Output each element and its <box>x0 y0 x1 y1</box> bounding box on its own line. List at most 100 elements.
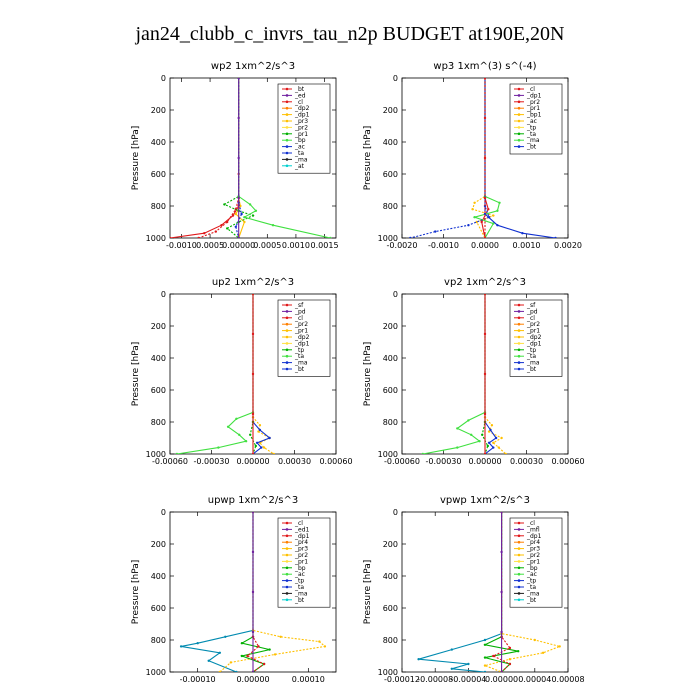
legend-marker <box>517 87 521 91</box>
legend-marker <box>517 553 521 557</box>
legend-entry: _pr1 <box>294 558 308 565</box>
legend-entry: _pr1 <box>526 558 540 565</box>
legend-entry: _cl <box>294 520 303 527</box>
data-point <box>409 236 412 238</box>
data-point <box>229 661 233 664</box>
legend-entry: _ma <box>294 156 308 163</box>
legend-entry: _bt <box>294 597 305 604</box>
y-tick-label: 1000 <box>146 668 166 677</box>
y-axis-label: Pressure [hPa] <box>131 126 141 191</box>
data-point <box>251 590 255 594</box>
data-point <box>483 332 487 336</box>
series-line <box>235 78 246 238</box>
chart-panel-3: up2 1xm^2/s^3 0 200 400 600 800 1000-0.00060 -0… <box>131 277 353 466</box>
data-point <box>494 436 498 440</box>
legend-entry: _pr3 <box>294 118 308 125</box>
legend-entry: _tp <box>294 578 304 585</box>
legend-entry: _pr2 <box>294 552 308 559</box>
legend-entry: _bp1 <box>526 112 542 119</box>
data-point <box>196 642 199 645</box>
legend-entry: _dp1 <box>294 112 310 119</box>
data-point <box>508 662 512 666</box>
legend-marker <box>517 585 521 589</box>
series-line <box>170 78 240 238</box>
data-point <box>268 436 271 440</box>
legend-marker <box>517 566 521 570</box>
data-point <box>456 427 459 430</box>
x-tick-label: 0.00000 <box>485 675 518 684</box>
legend-entry: _cl <box>526 315 535 322</box>
data-point <box>234 225 237 228</box>
data-point <box>492 446 495 449</box>
x-tick-label: 0.0005 <box>196 241 224 250</box>
data-point <box>467 224 470 227</box>
legend-entry: _bt <box>294 366 305 373</box>
y-tick-label: 200 <box>383 322 398 331</box>
data-point <box>541 651 545 654</box>
legend-marker <box>285 119 289 123</box>
legend-entry: _ta <box>294 150 304 157</box>
y-tick-label: 400 <box>151 572 166 581</box>
data-point <box>450 648 453 651</box>
data-point <box>197 236 200 238</box>
legend-marker <box>285 303 289 307</box>
data-point <box>496 224 499 227</box>
data-point <box>251 214 255 217</box>
x-tick-label: -0.00010 <box>180 675 216 684</box>
x-tick-label: 0.00000 <box>236 457 269 466</box>
legend-marker <box>285 367 289 371</box>
x-tick-label: -0.0020 <box>387 241 418 250</box>
x-tick-label: -0.0010 <box>428 241 459 250</box>
legend-entry: _ta <box>526 131 536 138</box>
legend-entry: _pd <box>294 308 306 315</box>
data-point <box>483 638 487 642</box>
data-point <box>500 630 503 634</box>
y-tick-label: 800 <box>151 202 166 211</box>
x-tick-label: 0.00030 <box>510 457 543 466</box>
chart-title: vpwp 1xm^2/s^3 <box>440 495 530 506</box>
data-point <box>554 236 557 238</box>
data-point <box>492 441 495 444</box>
y-tick-label: 400 <box>383 354 398 363</box>
data-point <box>434 230 437 233</box>
y-tick-label: 400 <box>383 138 398 147</box>
data-point <box>248 203 252 206</box>
y-tick-label: 1000 <box>146 450 166 459</box>
y-tick-label: 800 <box>383 636 398 645</box>
legend-entry: _bp <box>526 565 538 572</box>
data-point <box>251 372 255 376</box>
legend-entry: _bp <box>294 565 306 572</box>
legend-marker <box>517 113 521 116</box>
legend-entry: _cl <box>294 315 303 322</box>
data-point <box>244 440 248 443</box>
x-tick-label: 0.00010 <box>292 675 325 684</box>
data-point <box>251 294 255 296</box>
data-point <box>490 424 494 427</box>
data-point <box>450 667 453 670</box>
legend-marker <box>285 322 289 326</box>
data-point <box>421 452 424 454</box>
legend-marker <box>285 138 289 142</box>
legend-marker <box>285 158 289 161</box>
legend-marker <box>285 106 289 110</box>
x-tick-label: 0.0000 <box>471 241 499 250</box>
data-point <box>483 452 487 454</box>
y-tick-label: 600 <box>151 604 166 613</box>
legend-entry: _pr4 <box>526 539 540 546</box>
series-group <box>409 78 557 238</box>
legend-entry: _sf <box>526 302 536 309</box>
legend-entry: _mfl <box>526 526 540 533</box>
data-point <box>237 196 240 200</box>
x-tick-label: 0.0020 <box>554 241 582 250</box>
data-point <box>272 452 275 454</box>
data-point <box>487 430 491 433</box>
legend-marker <box>517 560 521 563</box>
legend-marker <box>285 553 289 557</box>
data-point <box>249 433 252 436</box>
legend-entry: _pr4 <box>294 539 308 546</box>
legend: _sf_pd_cl_pr2_pr1_dp2_dp1_tp_ta_ma_bt <box>509 299 563 377</box>
data-point <box>257 645 260 648</box>
data-point <box>260 446 263 449</box>
y-tick-label: 200 <box>151 106 166 115</box>
